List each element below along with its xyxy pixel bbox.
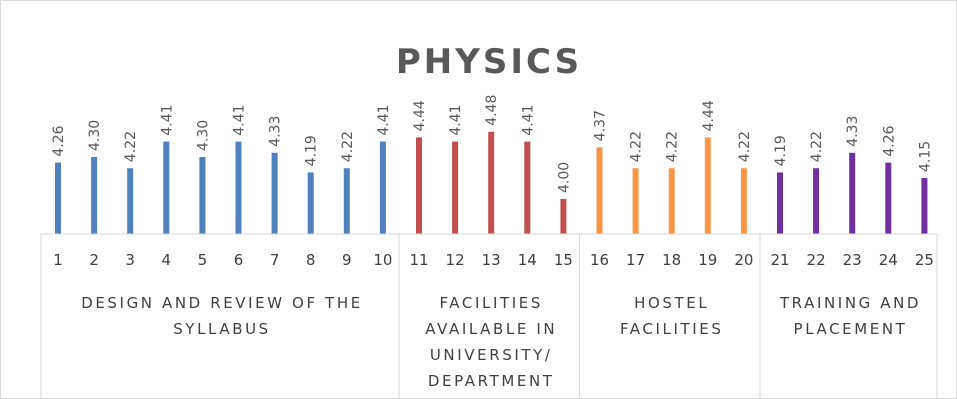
value-label-20: 4.22	[737, 131, 753, 162]
tick-label-22: 22	[807, 251, 826, 269]
bar-10	[379, 141, 386, 234]
value-label-10: 4.41	[376, 104, 392, 135]
bar-8	[307, 172, 314, 234]
tick-label-21: 21	[770, 251, 789, 269]
bar-2	[91, 157, 98, 234]
bar-16	[596, 147, 603, 234]
bar-7	[271, 152, 278, 234]
group-label-1-line-2: UNIVERSITY/	[430, 346, 553, 364]
group-label-1-line-0: FACILITIES	[439, 294, 543, 312]
bars-layer	[55, 131, 928, 234]
bar-17	[632, 168, 639, 234]
tick-label-12: 12	[446, 251, 465, 269]
value-label-2: 4.30	[87, 120, 103, 151]
value-label-1: 4.26	[51, 125, 67, 156]
tick-label-23: 23	[843, 251, 862, 269]
value-label-21: 4.19	[773, 135, 789, 166]
tick-label-4: 4	[162, 251, 172, 269]
bar-25	[921, 178, 928, 234]
value-label-14: 4.41	[520, 104, 536, 135]
tick-label-11: 11	[409, 251, 428, 269]
tick-label-25: 25	[915, 251, 934, 269]
value-label-19: 4.44	[701, 100, 717, 131]
bar-14	[524, 141, 531, 234]
tick-label-2: 2	[89, 251, 99, 269]
tick-label-8: 8	[306, 251, 316, 269]
category-axis: 1 2 3 4 5 6 7 8 9 10 11 12 13 14 15 16 17 18 19 20 21 22 23 24 2…	[40, 233, 938, 398]
tick-label-24: 24	[879, 251, 898, 269]
group-label-0-line-0: DESIGN AND REVIEW OF THE	[81, 294, 363, 312]
value-label-4: 4.41	[159, 104, 175, 135]
chart-title: PHYSICS	[396, 42, 582, 82]
tick-label-10: 10	[373, 251, 392, 269]
value-label-18: 4.22	[665, 131, 681, 162]
bar-5	[199, 157, 206, 234]
tick-label-13: 13	[482, 251, 501, 269]
value-label-12: 4.41	[448, 104, 464, 135]
group-label-0-line-1: SYLLABUS	[173, 320, 271, 338]
group-label-2-line-1: FACILITIES	[620, 320, 724, 338]
bar-23	[849, 152, 856, 234]
value-label-15: 4.00	[556, 162, 572, 193]
value-label-13: 4.48	[484, 95, 500, 126]
value-labels-layer: 4.26 4.30 4.22 4.41 4.30 4.41 4.33 4.19 4.22 4.41…	[51, 95, 933, 193]
bar-15	[560, 199, 567, 234]
tick-label-1: 1	[53, 251, 63, 269]
tick-label-15: 15	[554, 251, 573, 269]
tick-label-7: 7	[270, 251, 280, 269]
value-label-3: 4.22	[123, 131, 139, 162]
group-label-2-line-0: HOSTEL	[634, 294, 709, 312]
group-label-1-line-1: AVAILABLE IN	[425, 320, 557, 338]
tick-label-16: 16	[590, 251, 609, 269]
value-label-9: 4.22	[340, 131, 356, 162]
bar-22	[813, 168, 820, 234]
tick-label-3: 3	[125, 251, 135, 269]
bar-21	[777, 172, 783, 234]
bar-11	[416, 137, 422, 234]
bar-4	[163, 141, 170, 234]
value-label-6: 4.41	[232, 104, 248, 135]
value-label-8: 4.19	[304, 135, 320, 166]
bar-9	[343, 168, 350, 234]
value-label-23: 4.33	[845, 116, 861, 147]
bar-19	[704, 137, 711, 234]
value-label-16: 4.37	[593, 110, 609, 141]
bar-12	[452, 141, 459, 234]
bar-1	[55, 162, 61, 234]
tick-label-18: 18	[662, 251, 681, 269]
tick-label-6: 6	[234, 251, 244, 269]
value-label-7: 4.33	[268, 116, 284, 147]
bar-6	[235, 141, 242, 234]
bar-18	[668, 168, 675, 234]
bar-3	[127, 168, 134, 234]
tick-label-5: 5	[198, 251, 208, 269]
group-label-3-line-1: PLACEMENT	[794, 320, 908, 338]
bar-13	[488, 131, 495, 234]
tick-label-9: 9	[342, 251, 352, 269]
value-label-11: 4.44	[412, 100, 428, 131]
tick-label-17: 17	[626, 251, 645, 269]
value-label-5: 4.30	[195, 120, 211, 151]
tick-label-20: 20	[734, 251, 753, 269]
value-label-17: 4.22	[629, 131, 645, 162]
group-label-3-line-0: TRAINING AND	[779, 294, 921, 312]
tick-label-19: 19	[698, 251, 717, 269]
value-label-25: 4.15	[917, 141, 933, 172]
bar-20	[740, 168, 747, 234]
value-label-24: 4.26	[881, 125, 897, 156]
tick-label-14: 14	[518, 251, 537, 269]
group-label-1-line-3: DEPARTMENT	[428, 372, 555, 390]
value-label-22: 4.22	[809, 131, 825, 162]
bar-24	[885, 162, 892, 234]
